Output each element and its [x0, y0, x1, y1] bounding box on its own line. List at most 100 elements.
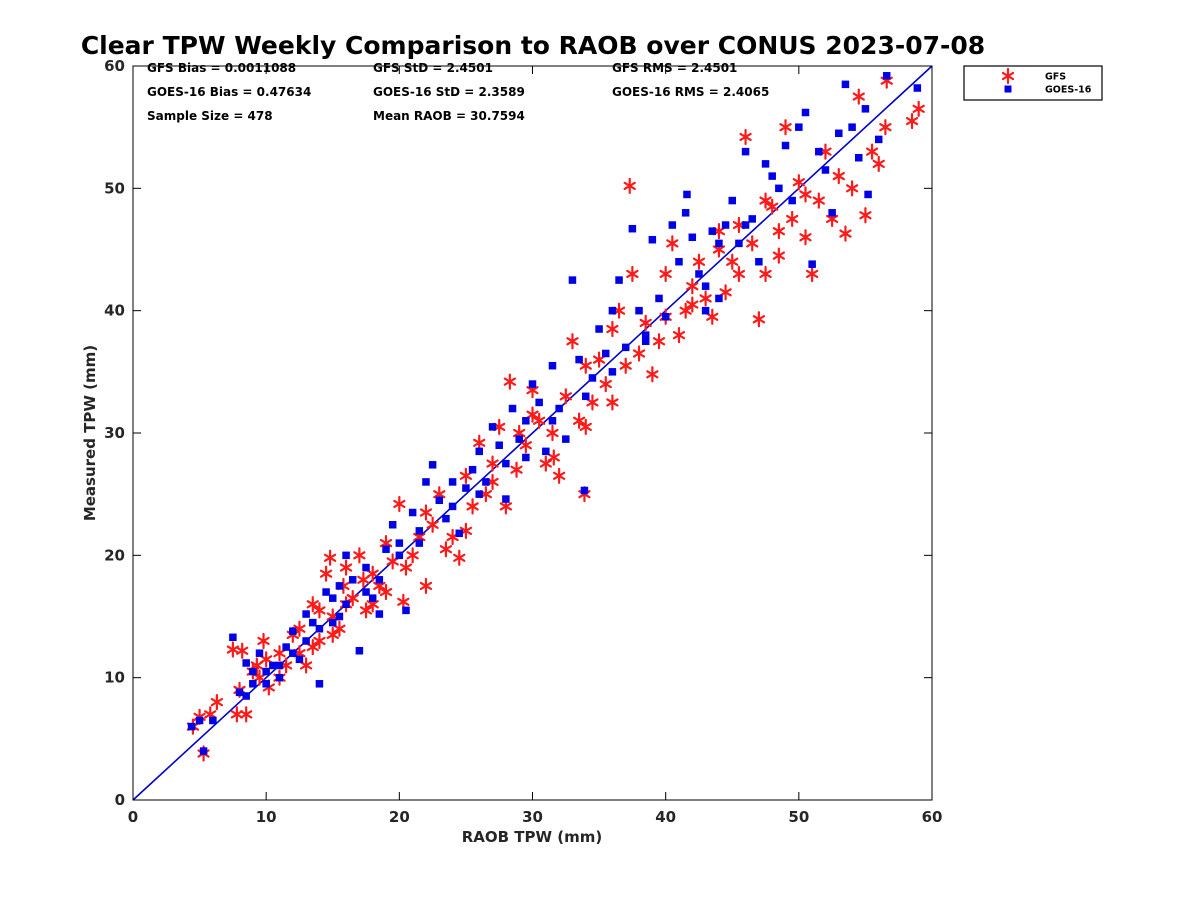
one-to-one-line	[132, 65, 933, 801]
data-point	[835, 129, 843, 138]
data-point	[435, 496, 444, 505]
data-point	[255, 649, 264, 657]
stat-annotation: Mean RAOB = 30.7594	[373, 109, 525, 123]
data-point	[475, 447, 483, 456]
data-point	[333, 620, 346, 637]
data-point	[788, 196, 796, 205]
data-point	[706, 308, 719, 325]
y-tick-label: 50	[104, 179, 125, 197]
data-point	[502, 495, 510, 503]
data-point	[426, 516, 439, 533]
data-point	[799, 229, 812, 246]
data-point	[839, 225, 852, 242]
chart-title: Clear TPW Weekly Comparison to RAOB over…	[81, 31, 985, 60]
data-point	[299, 657, 313, 674]
x-tick-label: 60	[922, 808, 943, 826]
data-point	[792, 174, 805, 191]
data-point	[306, 596, 319, 613]
data-point	[606, 320, 619, 338]
data-point	[755, 257, 763, 266]
data-point	[628, 224, 637, 233]
data-point	[419, 504, 433, 521]
data-point	[715, 239, 723, 248]
x-tick-label: 40	[655, 808, 676, 826]
data-point	[692, 253, 706, 270]
data-point	[309, 618, 317, 627]
data-point	[715, 294, 723, 303]
data-point	[313, 632, 326, 650]
data-point	[459, 467, 473, 484]
data-point	[552, 467, 566, 484]
data-point	[775, 184, 783, 193]
y-tick-label: 10	[104, 669, 125, 687]
data-point	[806, 265, 819, 283]
x-tick-label: 20	[389, 808, 410, 826]
data-point	[466, 498, 479, 515]
data-point	[210, 694, 224, 711]
data-point	[395, 551, 404, 560]
data-point	[568, 276, 577, 284]
data-point	[289, 649, 297, 657]
data-point	[533, 412, 546, 429]
data-point	[275, 673, 284, 682]
data-point	[635, 306, 643, 315]
data-point	[462, 484, 470, 492]
data-point	[861, 105, 870, 113]
data-point	[415, 527, 424, 535]
data-point	[695, 270, 703, 278]
data-point	[841, 80, 850, 89]
data-point	[375, 610, 384, 618]
data-point	[615, 276, 623, 284]
data-point	[661, 313, 670, 321]
data-point	[632, 345, 646, 362]
data-point	[759, 265, 772, 283]
data-point	[257, 632, 270, 650]
data-point	[242, 659, 250, 667]
data-point	[510, 461, 523, 478]
data-point	[815, 147, 823, 156]
stat-annotation: GOES-16 RMS = 2.4065	[612, 85, 769, 99]
data-point	[855, 154, 863, 162]
data-point	[721, 221, 730, 229]
data-point	[582, 392, 590, 401]
data-point	[362, 563, 370, 572]
data-point	[522, 453, 530, 462]
data-point	[579, 418, 592, 435]
x-tick-label: 30	[522, 808, 543, 826]
data-point	[302, 637, 310, 645]
data-point	[679, 302, 692, 319]
data-point	[322, 588, 330, 596]
stat-annotation: GOES-16 Bias = 0.47634	[147, 85, 311, 99]
legend-marker	[1004, 85, 1012, 93]
x-tick-label: 50	[788, 808, 809, 826]
data-point	[592, 351, 606, 368]
data-point	[229, 633, 237, 642]
data-point	[428, 461, 437, 469]
data-point	[515, 435, 523, 443]
data-point	[905, 112, 919, 130]
data-point	[766, 198, 779, 215]
data-point	[375, 576, 384, 584]
data-point	[882, 72, 891, 80]
data-point	[339, 559, 353, 576]
data-point	[719, 284, 732, 301]
data-point	[546, 424, 559, 442]
data-point	[559, 388, 572, 405]
data-point	[772, 223, 785, 240]
data-point	[250, 657, 263, 674]
y-tick-label: 20	[104, 546, 125, 564]
data-point	[639, 314, 652, 331]
data-point	[683, 190, 691, 199]
data-point	[708, 227, 717, 235]
stat-annotation: GFS Bias = 0.0011088	[147, 61, 296, 75]
data-point	[595, 325, 603, 333]
x-axis: 0 10 20 30 40 50 60	[128, 66, 943, 826]
legend: GFS GOES-16	[963, 65, 1103, 101]
data-point	[799, 186, 812, 203]
data-point	[302, 610, 310, 618]
data-point	[621, 343, 630, 352]
data-point	[535, 398, 543, 407]
x-axis-label: RAOB TPW (mm)	[462, 828, 603, 846]
data-point	[326, 626, 339, 643]
